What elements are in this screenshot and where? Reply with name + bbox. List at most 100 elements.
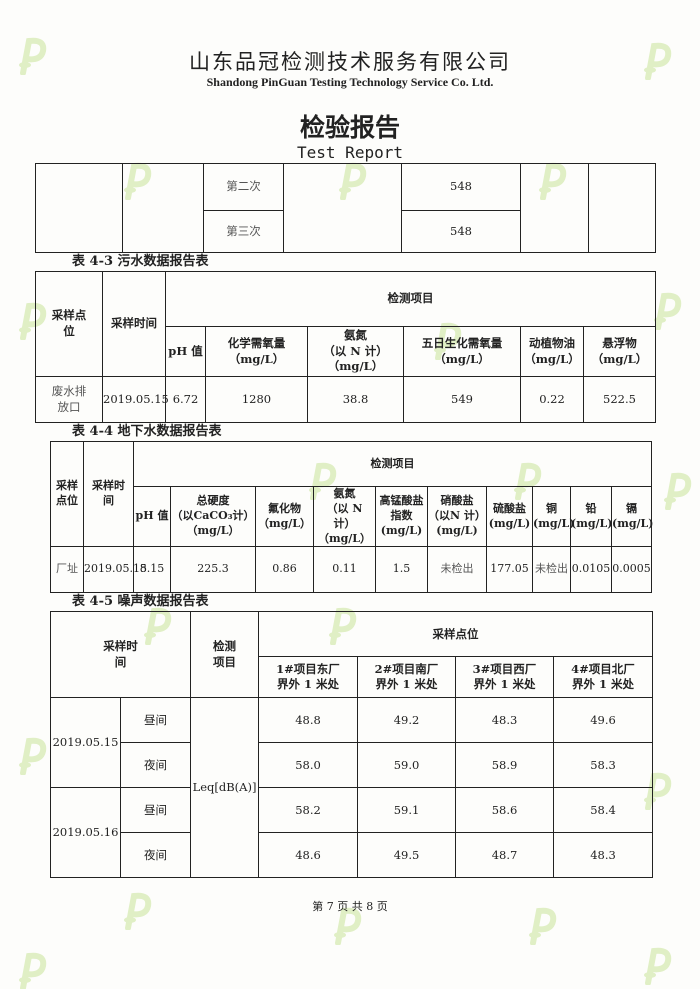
table-cell: 硫酸盐 (mg/L): [486, 485, 533, 548]
table-cell: 五日生化需氧量 （mg/L）: [403, 326, 521, 377]
table-cell: 氟化物 （mg/L）: [255, 485, 314, 548]
header-cell: 采样时间: [83, 440, 134, 548]
table-cell: 悬浮物 （mg/L）: [582, 326, 657, 377]
table-cell: 548: [401, 163, 521, 211]
table-cell: 2019.05.16: [50, 787, 121, 879]
table-cell: 48.3: [553, 832, 653, 879]
header-cell: 检测项目: [190, 611, 259, 699]
table-row: 2019.05.16 昼间 58.2 59.1 58.6 58.4: [50, 787, 653, 879]
table-cell: 第三次: [203, 210, 284, 253]
continued-table: 第二次 548 第三次 548: [35, 163, 656, 253]
watermark-logo-icon: [640, 40, 674, 81]
table-cell: 氨氮 （以 N 计） （mg/L）: [313, 485, 376, 548]
watermark-logo-icon: [660, 470, 694, 511]
table-cell: 6.72: [165, 376, 206, 423]
table-row: 夜间 58.0 59.0 58.9 58.3: [51, 742, 653, 789]
table-cell: 177.05: [486, 546, 533, 594]
table-cell: 8.15: [133, 546, 171, 594]
header-cell: 采样点位: [35, 271, 103, 377]
table-cell: 58.4: [553, 787, 653, 834]
table-cell: 2019.05.15: [83, 546, 147, 594]
page-number: 第 7 页 共 8 页: [312, 900, 388, 914]
header-cell: 检测项目: [164, 271, 657, 327]
table-cell: 548: [401, 210, 521, 253]
header-cell: 检测项目: [133, 441, 652, 487]
table-4-3-caption: 表 4-3 污水数据报告表: [72, 254, 209, 269]
table-cell: 549: [403, 376, 521, 423]
header-cell: 采样时间: [102, 271, 166, 377]
table-cell: 总硬度 （以CaCO₃计） （mg/L）: [170, 485, 256, 548]
table-row: 2019.05.15 昼间 Leq[dB(A)] 48.8 49.2 48.3 49.6: [50, 697, 653, 879]
table-cell: 59.0: [357, 742, 456, 789]
table-cell: 49.2: [357, 697, 456, 744]
watermark-logo-icon: [640, 945, 674, 986]
table-cell: 225.3: [170, 546, 256, 594]
table-cell: 夜间: [120, 742, 191, 789]
table-cell: 0.22: [520, 376, 584, 423]
report-title: 检验报告: [299, 113, 400, 142]
table-cell: 硝酸盐 （以N 计） (mg/L): [427, 485, 487, 548]
table-cell: Leq[dB(A)]: [190, 697, 259, 879]
table-cell: 58.0: [258, 742, 358, 789]
table-cell: 铅 (mg/L): [570, 485, 613, 548]
watermark-logo-icon: [330, 905, 364, 946]
table-cell: pH 值: [165, 326, 206, 377]
table-cell: 48.7: [455, 832, 554, 879]
table-cell: 49.5: [357, 832, 456, 879]
table-cell: 522.5: [582, 376, 657, 423]
table-cell: 夜间: [120, 832, 191, 879]
watermark-logo-icon: [650, 290, 684, 331]
header-cell: 采样点位: [258, 611, 653, 658]
table-cell: 48.3: [455, 697, 554, 744]
report-body: 第二次 548 第三次 548 表 4-3 污水数据报告表 采样点位 采样时间 检测项目…: [0, 163, 700, 914]
table-cell: 铜 (mg/L): [532, 485, 575, 548]
groundwater-table: 采样点位 采样时间 检测项目 pH 值总硬度 （以CaCO₃计） （mg/L） 氟化物…: [50, 440, 654, 594]
watermark-logo-icon: [15, 735, 49, 776]
table-cell: 58.3: [553, 742, 653, 789]
table-cell: 昼间: [120, 697, 191, 744]
table-cell: 废水排放口: [35, 376, 103, 423]
table-cell: 58.6: [455, 787, 554, 834]
header-cell: 采样时间: [50, 611, 191, 699]
header-cell: 采样点位: [50, 440, 84, 548]
table-cell: 镉 (mg/L): [611, 485, 654, 548]
watermark-logo-icon: [15, 35, 49, 76]
table-cell: 昼间: [120, 787, 191, 834]
table-row: 夜间 48.6 49.5 48.7 48.3: [51, 832, 653, 879]
company-name-cn: 山东品冠检测技术服务有限公司: [189, 50, 511, 74]
table-cell: 1280: [205, 376, 308, 423]
table-cell: pH 值: [133, 485, 171, 548]
table-cell: 0.86: [255, 546, 314, 594]
noise-table: 采样时间 检测项目 采样点位 1#项目东厂界外 1 米处 2#项目南厂界外 1 米处 3…: [50, 611, 653, 879]
table-cell: 高锰酸盐 指数 (mg/L): [375, 485, 428, 548]
table-cell: 4#项目北厂界外 1 米处: [553, 656, 653, 699]
table-cell: 48.6: [258, 832, 358, 879]
report-subtitle: Test Report: [297, 143, 403, 162]
table-cell: 0.0005: [611, 546, 652, 594]
table-cell: 58.2: [258, 787, 358, 834]
table-cell: 未检出: [427, 546, 487, 594]
table-cell: 0.11: [313, 546, 376, 594]
table-4-5-caption: 表 4-5 噪声数据报告表: [72, 594, 209, 610]
wastewater-table: 采样点位 采样时间 检测项目 pH 值化学需氧量 （mg/L） 氨氮 （以 N 计） …: [35, 271, 657, 423]
company-name-en: Shandong PinGuan Testing Technology Serv…: [206, 75, 494, 89]
watermark-logo-icon: [120, 890, 154, 931]
table-cell: 2019.05.15: [102, 376, 169, 423]
table-cell: 38.8: [307, 376, 404, 423]
table-cell: 48.8: [258, 697, 358, 744]
table-cell: 58.9: [455, 742, 554, 789]
table-cell: 化学需氧量 （mg/L）: [205, 326, 308, 377]
watermark-logo-icon: [15, 950, 49, 989]
table-cell: 1.5: [375, 546, 428, 594]
table-cell: 0.0105: [570, 546, 612, 594]
table-cell: 49.6: [553, 697, 653, 744]
table-4-4-caption: 表 4-4 地下水数据报告表: [72, 424, 222, 439]
table-cell: 1#项目东厂界外 1 米处: [258, 656, 358, 699]
table-cell: 动植物油 （mg/L）: [520, 326, 584, 377]
table-cell: 厂址: [50, 546, 84, 594]
table-cell: 3#项目西厂界外 1 米处: [455, 656, 554, 699]
table-cell: 2019.05.15: [50, 697, 121, 789]
table-cell: 氨氮 （以 N 计） （mg/L）: [307, 326, 404, 377]
table-cell: 第二次: [203, 163, 284, 211]
